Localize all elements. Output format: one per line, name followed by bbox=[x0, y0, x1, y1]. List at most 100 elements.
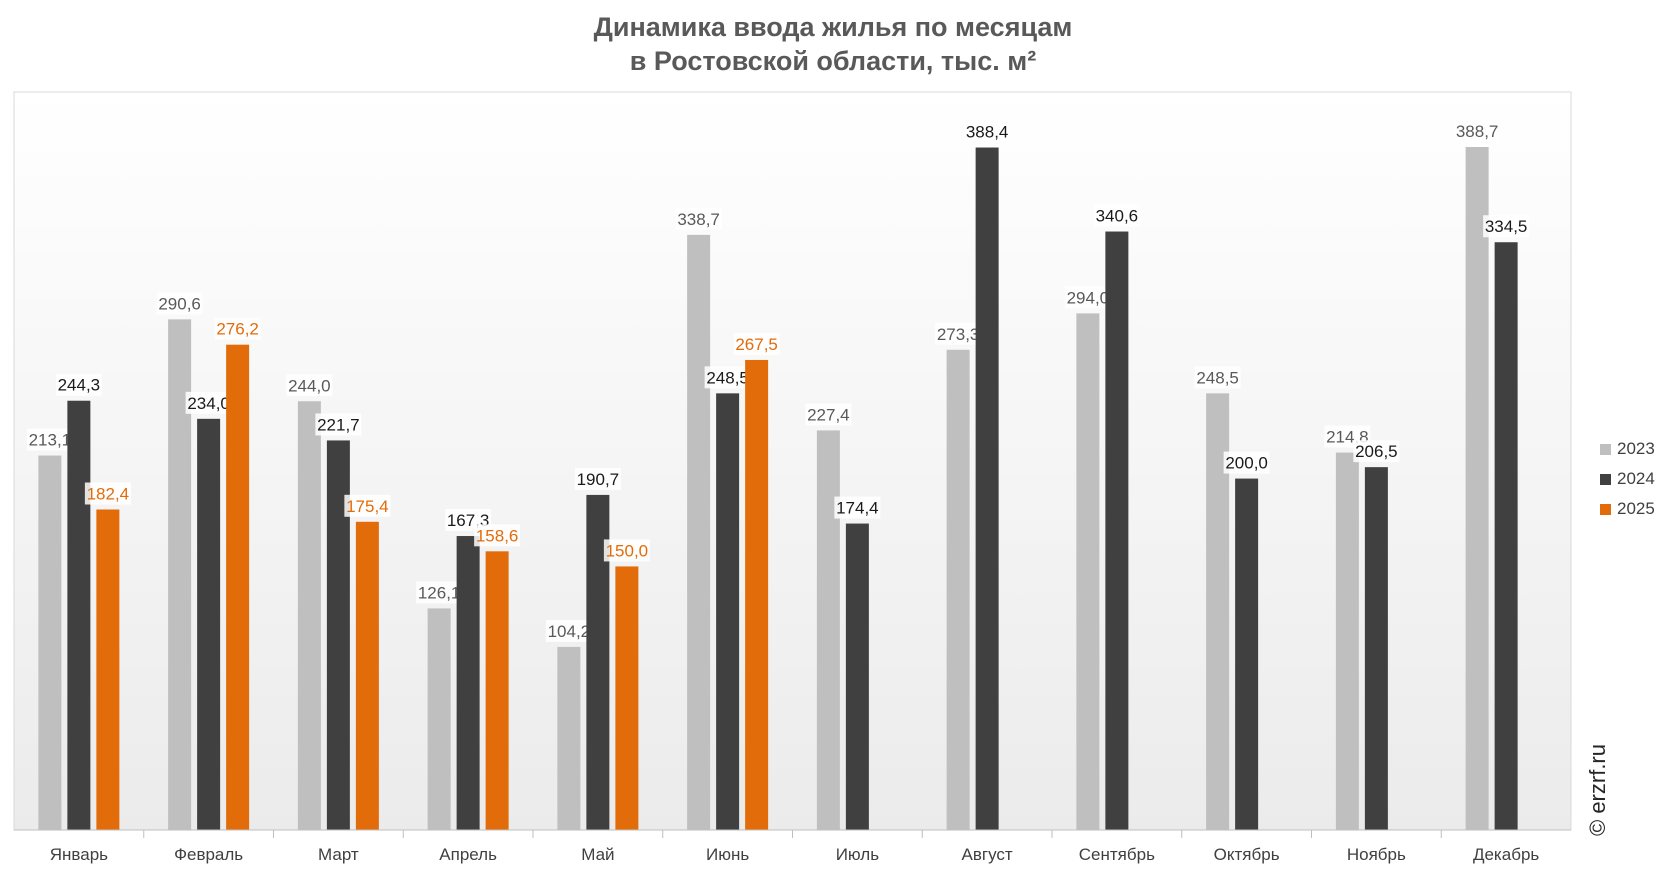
data-label-2024-12: 334,5 bbox=[1485, 217, 1528, 236]
bar-2024-11 bbox=[1364, 467, 1388, 830]
data-label-2024-1: 244,3 bbox=[58, 376, 101, 395]
data-label-2023-5: 104,2 bbox=[548, 622, 591, 641]
data-label-bg-2025-6 bbox=[733, 332, 780, 355]
data-label-bg-2023-1 bbox=[26, 428, 73, 451]
chart-title-line2: в Ростовской области, тыс. м² bbox=[629, 46, 1037, 76]
data-label-2023-4: 126,1 bbox=[418, 583, 461, 602]
data-label-2023-6: 338,7 bbox=[677, 210, 720, 229]
data-label-bg-2024-3 bbox=[315, 413, 362, 436]
data-label-2024-6: 248,5 bbox=[706, 368, 749, 387]
x-tick-label-2: Февраль bbox=[174, 845, 243, 864]
bar-2025-5 bbox=[615, 566, 639, 830]
bar-2024-8 bbox=[975, 147, 999, 831]
data-label-bg-2023-5 bbox=[545, 619, 592, 642]
legend-item-2023: 2023 bbox=[1600, 434, 1655, 464]
legend-item-2024: 2024 bbox=[1600, 464, 1655, 494]
data-label-2025-5: 150,0 bbox=[606, 541, 649, 560]
chart-title: Динамика ввода жилья по месяцам в Ростов… bbox=[0, 10, 1666, 78]
data-label-2024-8: 388,4 bbox=[966, 123, 1009, 142]
data-label-2025-2: 276,2 bbox=[216, 320, 259, 339]
data-label-2024-3: 221,7 bbox=[317, 415, 360, 434]
data-label-bg-2024-1 bbox=[55, 373, 102, 396]
bar-2025-4 bbox=[485, 551, 509, 830]
data-label-bg-2024-6 bbox=[704, 366, 751, 389]
x-tick-label-4: Апрель bbox=[439, 845, 497, 864]
bar-2024-4 bbox=[456, 536, 480, 830]
x-tick-label-10: Октябрь bbox=[1214, 845, 1280, 864]
data-label-2024-5: 190,7 bbox=[577, 470, 620, 489]
legend-label-2024: 2024 bbox=[1617, 469, 1655, 488]
bar-2024-12 bbox=[1494, 242, 1518, 830]
data-label-bg-2024-12 bbox=[1483, 215, 1530, 238]
data-label-2025-4: 158,6 bbox=[476, 526, 519, 545]
data-label-bg-2023-8 bbox=[935, 322, 982, 345]
bar-2023-10 bbox=[1206, 393, 1230, 830]
data-label-bg-2023-4 bbox=[416, 581, 463, 604]
bar-2024-10 bbox=[1235, 478, 1259, 830]
bar-2023-1 bbox=[38, 455, 62, 830]
data-label-bg-2023-12 bbox=[1454, 119, 1501, 142]
bar-2024-3 bbox=[326, 440, 350, 830]
x-tick-label-7: Июль bbox=[836, 845, 880, 864]
data-label-bg-2025-1 bbox=[84, 482, 131, 505]
bar-2023-3 bbox=[297, 401, 321, 830]
data-label-bg-2024-8 bbox=[964, 120, 1011, 143]
data-label-bg-2024-9 bbox=[1093, 204, 1140, 227]
bar-2025-2 bbox=[226, 344, 250, 830]
legend-swatch-2025 bbox=[1600, 503, 1611, 515]
data-label-bg-2023-3 bbox=[286, 374, 333, 397]
data-label-2025-3: 175,4 bbox=[346, 497, 389, 516]
plot-area bbox=[13, 91, 1572, 831]
data-label-bg-2025-3 bbox=[344, 494, 391, 517]
data-label-bg-2024-5 bbox=[574, 467, 621, 490]
legend-label-2025: 2025 bbox=[1617, 499, 1655, 518]
watermark: © erzrf.ru bbox=[1585, 744, 1610, 836]
data-label-2024-10: 200,0 bbox=[1225, 454, 1268, 473]
data-label-bg-2023-2 bbox=[156, 292, 203, 315]
data-label-2025-6: 267,5 bbox=[735, 335, 778, 354]
bar-2025-3 bbox=[355, 521, 379, 830]
data-label-2023-10: 248,5 bbox=[1196, 368, 1239, 387]
bar-2024-7 bbox=[845, 523, 869, 830]
data-label-2023-7: 227,4 bbox=[807, 405, 850, 424]
bar-2023-2 bbox=[168, 319, 192, 830]
bar-2023-5 bbox=[557, 646, 581, 830]
data-label-2023-2: 290,6 bbox=[158, 294, 201, 313]
bar-2023-12 bbox=[1465, 146, 1489, 831]
legend: 2023 2024 2025 bbox=[1600, 434, 1655, 524]
bar-2023-7 bbox=[816, 430, 840, 830]
bar-2025-1 bbox=[96, 509, 120, 830]
data-label-2023-12: 388,7 bbox=[1456, 122, 1499, 141]
bar-2023-11 bbox=[1335, 452, 1359, 830]
bar-2024-1 bbox=[67, 400, 91, 830]
bar-2024-6 bbox=[716, 393, 740, 830]
data-label-bg-2024-7 bbox=[834, 496, 881, 519]
bar-2024-2 bbox=[197, 418, 221, 830]
bar-2023-6 bbox=[687, 234, 711, 830]
data-label-bg-2023-7 bbox=[805, 403, 852, 426]
data-label-bg-2023-10 bbox=[1194, 366, 1241, 389]
bar-2023-4 bbox=[427, 608, 451, 830]
data-label-2024-9: 340,6 bbox=[1096, 207, 1139, 226]
legend-item-2025: 2025 bbox=[1600, 494, 1655, 524]
data-label-bg-2025-4 bbox=[474, 524, 521, 547]
data-label-bg-2025-2 bbox=[214, 317, 261, 340]
data-label-2024-11: 206,5 bbox=[1355, 442, 1398, 461]
x-tick-label-12: Декабрь bbox=[1473, 845, 1539, 864]
x-tick-label-6: Июнь bbox=[706, 845, 749, 864]
chart-title-line1: Динамика ввода жилья по месяцам bbox=[593, 12, 1073, 42]
data-label-2023-8: 273,3 bbox=[937, 325, 980, 344]
data-label-bg-2024-11 bbox=[1353, 440, 1400, 463]
bar-2024-5 bbox=[586, 494, 610, 830]
bar-2023-8 bbox=[946, 349, 970, 830]
data-label-2023-3: 244,0 bbox=[288, 376, 331, 395]
data-label-2024-2: 234,0 bbox=[187, 394, 230, 413]
x-tick-label-11: Ноябрь bbox=[1347, 845, 1406, 864]
data-label-bg-2023-6 bbox=[675, 207, 722, 230]
bar-2023-9 bbox=[1076, 313, 1100, 830]
x-tick-label-3: Март bbox=[318, 845, 359, 864]
data-label-2024-7: 174,4 bbox=[836, 499, 879, 518]
legend-label-2023: 2023 bbox=[1617, 439, 1655, 458]
x-tick-label-8: Август bbox=[962, 845, 1013, 864]
